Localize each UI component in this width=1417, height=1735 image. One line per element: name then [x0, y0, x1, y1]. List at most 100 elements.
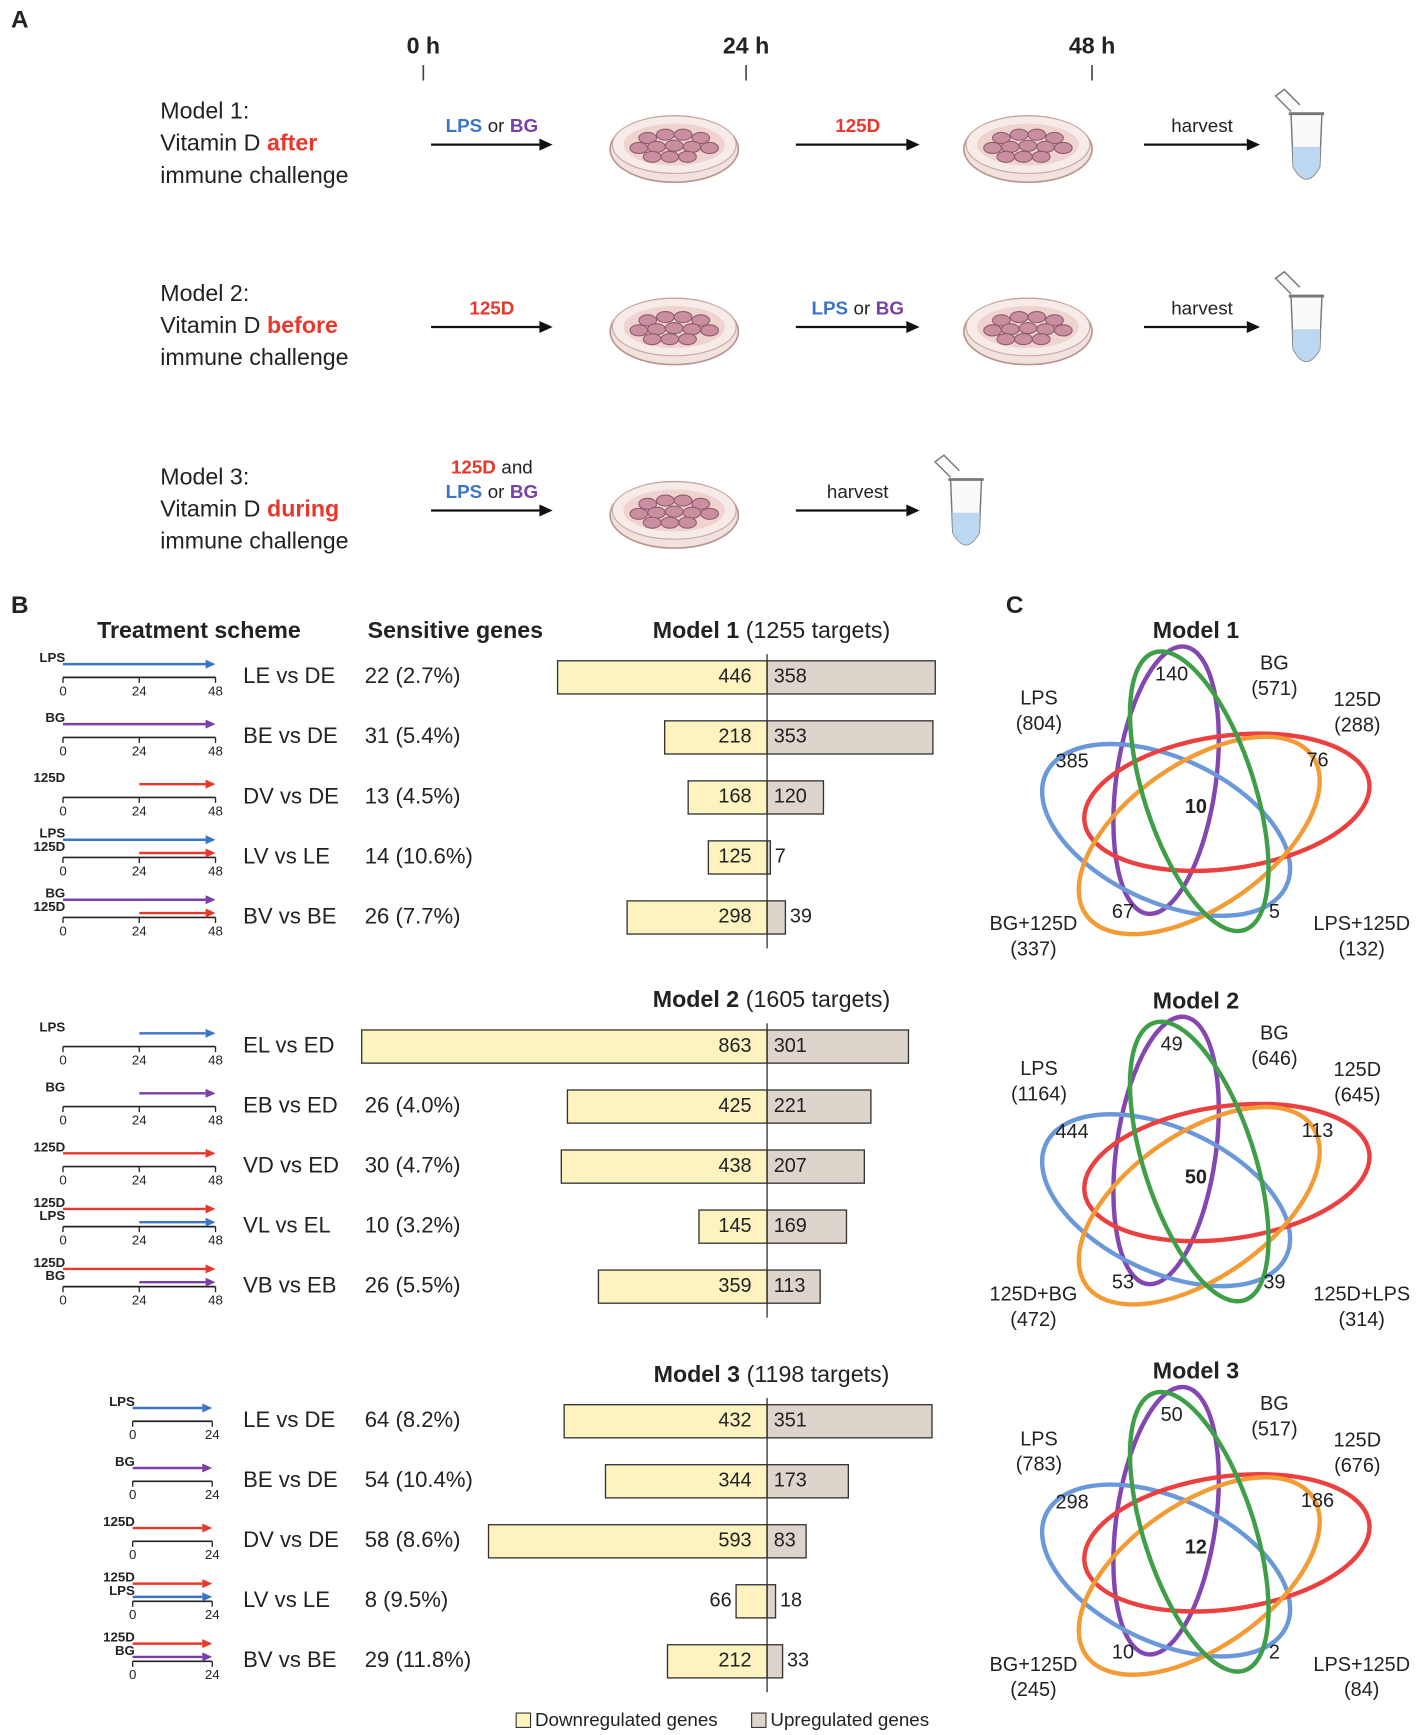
model-name: Model 2 [653, 986, 739, 1012]
scheme-tick-label: 0 [129, 1547, 136, 1562]
scheme-tick-label: 24 [132, 1293, 147, 1308]
model-title: Model 2 (1605 targets) [653, 986, 890, 1012]
description-text: Vitamin D [160, 312, 260, 338]
arrow [132, 1463, 213, 1473]
unique-count: 385 [1056, 751, 1089, 773]
set-name: LPS [1020, 688, 1058, 710]
comparison: LV vs LE [243, 1587, 330, 1612]
treatment-label: BG [45, 886, 65, 901]
down-value: 145 [718, 1215, 751, 1237]
scheme-tick-label: 24 [205, 1607, 220, 1622]
arrow-head [205, 1204, 216, 1214]
panel-label: B [11, 592, 29, 619]
up-value: 120 [774, 786, 807, 808]
arrow-head [906, 321, 920, 333]
step-label: 125D [469, 297, 514, 318]
set-count: (646) [1251, 1048, 1297, 1070]
treatment-label: 125D [103, 1514, 135, 1529]
down-value: 593 [718, 1530, 751, 1552]
scheme-tick-label: 24 [132, 1172, 147, 1187]
sensitive-genes: 29 (11.8%) [365, 1647, 471, 1672]
set-count: (288) [1334, 714, 1380, 736]
scheme-tick-label: 0 [59, 1232, 66, 1247]
down-value: 863 [718, 1035, 751, 1057]
step-label-part: BG [510, 481, 538, 502]
tube [1274, 270, 1326, 363]
down-value: 212 [718, 1650, 751, 1672]
set-count: (472) [1010, 1309, 1056, 1331]
set-count: (337) [1010, 939, 1056, 961]
arrow-head [205, 719, 216, 729]
scheme-tick-label: 24 [205, 1487, 220, 1502]
step-label: 125D [835, 115, 880, 136]
set-name: 125D+LPS [1313, 1284, 1410, 1306]
arrow [63, 1264, 216, 1274]
step-label: harvest [1171, 115, 1233, 136]
scheme-tick-label: 48 [208, 803, 223, 818]
up-value: 18 [780, 1590, 802, 1612]
down-value: 425 [718, 1095, 751, 1117]
model-description: immune challenge [160, 344, 348, 370]
step-label: 125D and [451, 456, 533, 477]
arrow-head [205, 848, 216, 858]
description-emphasis: before [267, 312, 338, 338]
venn-set [1039, 1482, 1293, 1659]
arrow [1143, 321, 1261, 333]
unique-count: 444 [1056, 1121, 1089, 1143]
sensitive-genes: 14 (10.6%) [365, 843, 473, 868]
step-label: LPS or BG [446, 115, 538, 136]
down-value: 66 [710, 1590, 732, 1612]
treatment-label: 125D [34, 1255, 66, 1270]
unique-count: 53 [1112, 1271, 1134, 1293]
set-count: (314) [1339, 1309, 1385, 1331]
treatment-label: LPS [39, 650, 65, 665]
legend-label: Downregulated genes [535, 1709, 718, 1730]
down-value: 432 [718, 1410, 751, 1432]
venn-set [1082, 1471, 1372, 1614]
comparison: VD vs ED [243, 1152, 339, 1177]
scheme-tick-label: 24 [205, 1547, 220, 1562]
comparison: EL vs ED [243, 1032, 334, 1057]
step-label-part: harvest [1171, 297, 1233, 318]
unique-count: 113 [1302, 1120, 1334, 1142]
up-bar [766, 1089, 872, 1124]
arrow-head [202, 1463, 213, 1473]
arrow [795, 321, 920, 333]
arrow [1143, 138, 1261, 151]
scheme-tick-label: 0 [129, 1667, 136, 1682]
arrow [139, 1088, 216, 1098]
culture-dish [962, 297, 1093, 366]
set-count: (132) [1339, 939, 1385, 961]
up-bar [766, 1464, 850, 1499]
scheme-tick-label: 48 [208, 683, 223, 698]
step-label-part: harvest [1171, 115, 1233, 136]
arrow-head [205, 1088, 216, 1098]
step-label-part: and [501, 456, 532, 477]
up-value: 83 [774, 1530, 796, 1552]
sensitive-genes: 58 (8.6%) [365, 1527, 461, 1552]
arrow-head [1246, 321, 1261, 333]
sensitive-genes: 26 (7.7%) [365, 903, 461, 928]
tube [933, 453, 986, 547]
set-count: (517) [1251, 1418, 1297, 1440]
scheme-tick-label: 0 [59, 1112, 66, 1127]
down-value: 359 [718, 1275, 751, 1297]
venn-title: Model 1 [1153, 617, 1239, 643]
arrow-head [205, 908, 216, 918]
up-value: 113 [774, 1275, 806, 1297]
step-label-part: harvest [827, 481, 889, 502]
time-label: 48 h [1069, 32, 1115, 58]
scheme-tick-label: 24 [132, 743, 147, 758]
unique-count: 49 [1161, 1034, 1183, 1056]
up-value: 351 [774, 1410, 807, 1432]
comparison: LV vs LE [243, 843, 330, 868]
scheme-tick-label: 48 [208, 1112, 223, 1127]
arrow-head [202, 1592, 213, 1602]
treatment-label: BG [115, 1454, 135, 1469]
arrow-head [205, 1028, 216, 1038]
step-label-part: LPS [811, 297, 848, 318]
unique-count: 5 [1269, 901, 1280, 923]
treatment-label: LPS [109, 1394, 135, 1409]
unique-count: 140 [1155, 663, 1188, 685]
scheme-tick-label: 0 [129, 1607, 136, 1622]
